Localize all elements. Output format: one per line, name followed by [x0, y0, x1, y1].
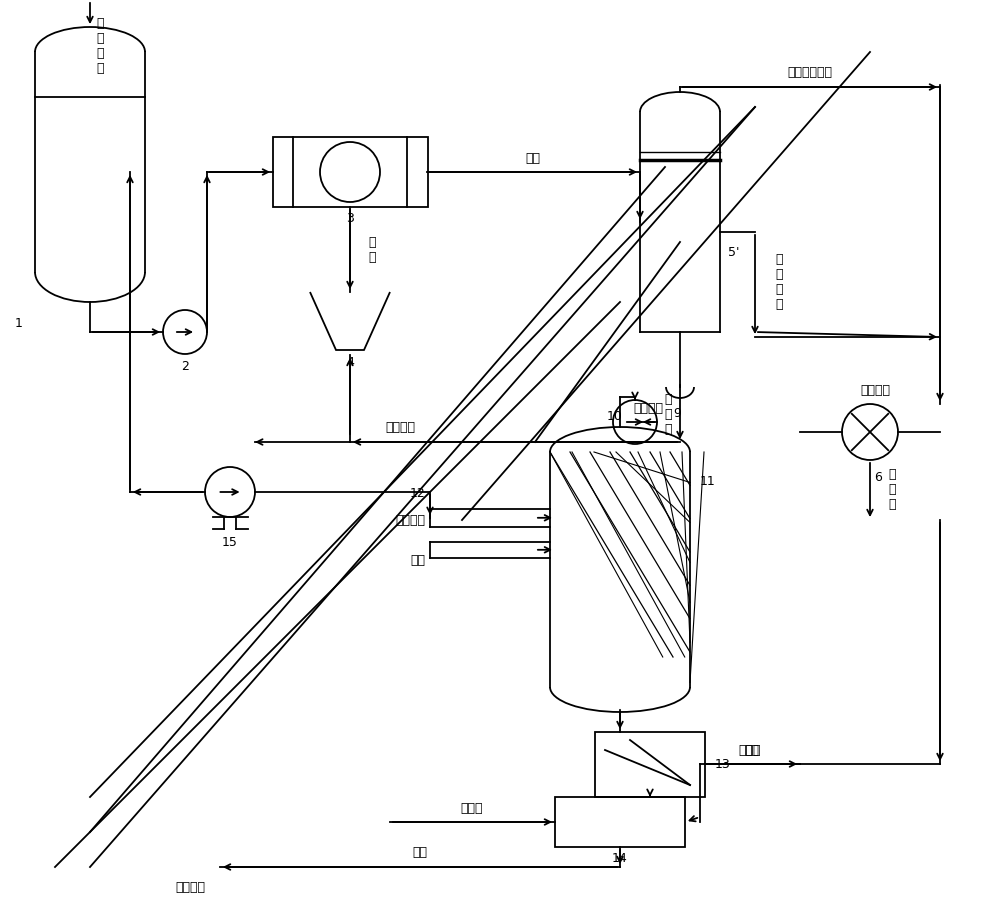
Text: 热浓缩液: 热浓缩液: [633, 401, 663, 415]
Text: 6: 6: [874, 471, 882, 484]
Text: 14: 14: [612, 853, 628, 866]
Text: 5': 5': [728, 245, 740, 258]
Text: 蒸汽: 蒸汽: [744, 743, 760, 756]
Text: 冷凝水: 冷凝水: [739, 743, 761, 756]
Text: 10: 10: [607, 410, 623, 423]
Text: 4: 4: [346, 356, 354, 369]
Text: 滤液: 滤液: [526, 151, 540, 164]
Text: 提供碱源: 提供碱源: [175, 881, 205, 894]
Text: 13: 13: [715, 758, 731, 771]
Text: 15: 15: [222, 537, 238, 550]
Text: 热
解
气: 热 解 气: [664, 394, 672, 436]
Text: 9: 9: [673, 408, 681, 420]
Text: 碱液: 碱液: [413, 846, 428, 859]
Text: 1: 1: [15, 317, 23, 330]
Text: 滤
渣: 滤 渣: [368, 236, 376, 264]
Text: 焦炉煤气: 焦炉煤气: [395, 514, 425, 526]
Text: 12: 12: [409, 487, 425, 500]
Bar: [273, 137, 428, 207]
Text: 氧气: 氧气: [410, 554, 425, 567]
Text: 3: 3: [346, 212, 354, 226]
Text: 新鲜水: 新鲜水: [461, 801, 483, 814]
Text: 11: 11: [700, 476, 716, 489]
Bar: [555, 797, 685, 847]
Text: 去往脱硫: 去往脱硫: [860, 384, 890, 396]
Text: 浓
缩
废
液: 浓 缩 废 液: [775, 253, 782, 311]
Bar: [595, 732, 705, 797]
Text: 2: 2: [181, 360, 189, 372]
Text: 热浓缩液: 热浓缩液: [385, 421, 415, 434]
Text: 脱
硫
废
液: 脱 硫 废 液: [96, 17, 104, 75]
Text: 热解气及蒸汽: 热解气及蒸汽: [788, 66, 832, 79]
Text: 冷
凝
液: 冷 凝 液: [888, 468, 896, 512]
